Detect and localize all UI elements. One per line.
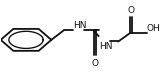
Text: O: O <box>127 6 134 15</box>
Text: OH: OH <box>147 24 161 33</box>
Text: HN: HN <box>99 42 112 50</box>
Text: O: O <box>91 59 98 68</box>
Text: HN: HN <box>73 21 87 30</box>
